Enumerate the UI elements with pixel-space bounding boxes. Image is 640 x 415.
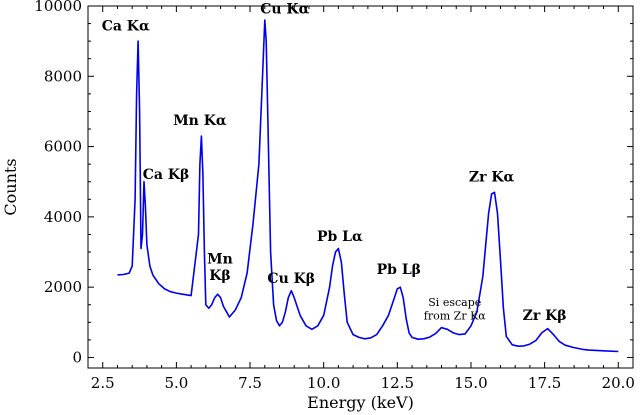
y-tick-label: 10000 (34, 0, 82, 15)
peak-annotation: Mn (207, 251, 233, 267)
x-tick-label: 15.0 (454, 374, 487, 392)
series-line (117, 19, 619, 353)
y-tick-label: 4000 (44, 208, 82, 226)
x-tick-label: 17.5 (528, 374, 561, 392)
x-tick-label: 10.0 (307, 374, 340, 392)
x-axis-title: Energy (keV) (307, 393, 414, 412)
peak-annotation: Pb Lβ (377, 262, 421, 278)
x-axis-ticks: 2.5 5.0 7.5 10.0 12.5 15.0 17.5 20.0 (87, 6, 635, 392)
y-tick-label: 0 (72, 348, 82, 366)
peak-annotation: Ca Kβ (143, 167, 190, 183)
peak-annotation: Kβ (209, 268, 230, 284)
peak-annotation: Ca Kα (102, 19, 150, 35)
plot-frame (87, 5, 634, 369)
x-tick-label: 12.5 (381, 374, 414, 392)
peak-annotation: Mn Kα (173, 113, 227, 129)
peak-annotation: Si escape (428, 296, 481, 309)
peak-annotation: Pb Lα (317, 229, 363, 245)
y-tick-label: 8000 (44, 67, 82, 85)
x-tick-label: 7.5 (238, 374, 262, 392)
plot-border (87, 5, 634, 369)
y-tick-label: 6000 (44, 138, 82, 156)
peak-annotation: from Zr Kα (424, 309, 486, 322)
x-tick-label: 20.0 (602, 374, 635, 392)
x-tick-label: 2.5 (91, 374, 115, 392)
peak-annotation: Cu Kα (260, 2, 309, 18)
y-tick-label: 2000 (44, 278, 82, 296)
peak-annotation: Zr Kα (469, 170, 515, 186)
peak-annotation: Zr Kβ (523, 308, 567, 324)
y-axis-ticks: 0 2000 4000 6000 8000 10000 (34, 0, 633, 366)
peak-annotation: Cu Kβ (267, 271, 315, 287)
y-axis-title: Counts (1, 158, 20, 215)
x-tick-label: 5.0 (164, 374, 188, 392)
